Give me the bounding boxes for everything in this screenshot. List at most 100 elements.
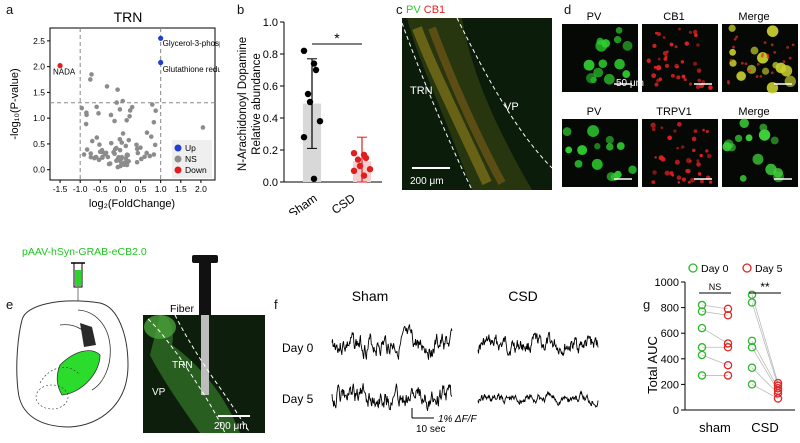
volcano-point-ns bbox=[142, 154, 147, 160]
volcano-point-ns bbox=[123, 143, 129, 149]
c-trn-label: TRN bbox=[410, 85, 433, 97]
bar-ytick: 0.0 bbox=[263, 177, 278, 189]
g-ytick: 0 bbox=[673, 405, 679, 417]
volcano-ytick: 0.5 bbox=[33, 139, 45, 149]
volcano-ytick: 2.5 bbox=[33, 36, 45, 46]
volcano-point-ns bbox=[83, 121, 89, 127]
d-r1-merge: Merge bbox=[738, 11, 769, 23]
volcano-point-ns bbox=[115, 164, 121, 170]
annot-nada: NADA bbox=[53, 67, 76, 76]
volcano-point-ns bbox=[153, 108, 158, 114]
volcano-ytick: 1.0 bbox=[33, 113, 45, 123]
volcano-point-ns bbox=[96, 157, 102, 163]
bar-plot: N-Arachidonoyl Dopamine Relative abundan… bbox=[237, 17, 382, 220]
e-trn-label: TRN bbox=[172, 360, 193, 371]
volcano-xtick: -1.0 bbox=[73, 184, 88, 194]
legend-down: Down bbox=[185, 165, 207, 175]
volcano-point-ns bbox=[84, 147, 90, 152]
volcano-point-ns bbox=[134, 146, 140, 152]
e-vp-label: VP bbox=[152, 387, 166, 398]
volcano-point-up bbox=[158, 35, 164, 41]
g-ylabel: Total AUC bbox=[645, 336, 660, 394]
volcano-point-ns bbox=[134, 159, 140, 165]
f-traces: Sham CSD Day 0 Day 5 10 sec 1% ΔF/F bbox=[282, 288, 599, 435]
volcano-point-ns bbox=[104, 84, 110, 89]
volcano-point-ns bbox=[127, 113, 132, 119]
g-sig-sham: NS bbox=[709, 282, 722, 292]
c-scale: 200 μm bbox=[410, 176, 444, 187]
d-tile-pv-1 bbox=[562, 24, 638, 92]
bar-point-csd bbox=[356, 162, 364, 170]
g-ytick: 200 bbox=[661, 379, 679, 391]
f-day0: Day 0 bbox=[282, 341, 314, 355]
volcano-point-ns bbox=[88, 154, 94, 160]
panel-label-e: e bbox=[6, 297, 14, 312]
g-legend-day0: Day 0 bbox=[701, 263, 729, 275]
legend-up: Up bbox=[185, 143, 196, 153]
volcano-point-ns bbox=[120, 131, 126, 136]
volcano-point-ns bbox=[97, 142, 102, 147]
volcano-ytick: 0.0 bbox=[33, 165, 45, 175]
volcano-point-ns bbox=[88, 151, 94, 156]
legend-ns: NS bbox=[185, 154, 197, 164]
g-ytick: 800 bbox=[661, 303, 679, 315]
d-scale: 50 μm bbox=[616, 78, 644, 89]
g-point-day5-sham bbox=[723, 343, 733, 352]
volcano-point-up bbox=[158, 59, 164, 66]
panel-g: g Total AUC 0 200 400 600 800 1000 Day 0 Day … bbox=[635, 215, 800, 438]
d-tile-cb1 bbox=[642, 24, 718, 92]
g-point-day5-csd bbox=[773, 383, 783, 393]
volcano-point-ns bbox=[114, 145, 119, 151]
bar-ytick: 0.4 bbox=[263, 113, 278, 125]
volcano-point-ns bbox=[152, 142, 158, 148]
volcano-xtick: 0.0 bbox=[115, 184, 127, 194]
g-point-day0-csd bbox=[747, 343, 757, 352]
bar-point-csd bbox=[350, 150, 358, 157]
volcano-point-ns bbox=[151, 119, 157, 125]
g-point-day5-sham bbox=[723, 311, 733, 320]
g-point-day5-csd bbox=[773, 394, 783, 403]
bar-significance: * bbox=[334, 30, 340, 46]
bar-point-csd bbox=[354, 156, 362, 163]
bar-point-csd bbox=[366, 166, 374, 173]
d-micrographs: PV CB1 Merge PV TRPV1 Merge 50 μm bbox=[562, 11, 798, 187]
volcano-ylabel: -log₁₀(P-value) bbox=[9, 68, 21, 139]
panel-label-d: d bbox=[564, 2, 572, 17]
annot-glycerol: Glycerol-3-phosphate bbox=[163, 39, 220, 48]
f-sham-title: Sham bbox=[352, 288, 389, 304]
volcano-point-ns bbox=[144, 130, 150, 135]
g-sig-csd: ** bbox=[760, 280, 770, 294]
g-legend-day5: Day 5 bbox=[755, 263, 783, 275]
g-point-day5-csd bbox=[773, 389, 783, 398]
g-point-day0-csd bbox=[747, 290, 757, 300]
volcano-point-ns bbox=[138, 156, 144, 162]
volcano-point-ns bbox=[107, 161, 113, 166]
g-point-day0-csd bbox=[747, 336, 757, 346]
bar-cat-csd: CSD bbox=[329, 191, 358, 215]
volcano-point-ns bbox=[119, 140, 125, 145]
panel-c: c PV CB1 TRN VP 200 μm bbox=[392, 0, 557, 195]
d-tile-pv-2 bbox=[562, 119, 638, 187]
volcano-point-ns bbox=[121, 162, 127, 167]
volcano-point-ns bbox=[79, 105, 85, 111]
d-tile-trpv1 bbox=[642, 119, 718, 187]
bar-ytick: 0.8 bbox=[263, 49, 278, 61]
volcano-point-ns bbox=[84, 110, 89, 115]
g-legend-day0-marker bbox=[688, 263, 698, 273]
volcano-point-down bbox=[57, 63, 63, 69]
volcano-point-ns bbox=[111, 149, 116, 155]
volcano-ytick: 1.5 bbox=[33, 87, 45, 97]
panel-d: d PV CB1 Merge PV TRPV1 Merge 50 μm bbox=[560, 0, 800, 195]
f-scale-y: 1% ΔF/F bbox=[438, 414, 477, 425]
volcano-point-ns bbox=[112, 118, 117, 124]
volcano-point-ns bbox=[115, 87, 120, 92]
volcano-ytick: 2.0 bbox=[33, 62, 45, 72]
volcano-point-ns bbox=[124, 118, 129, 123]
volcano-point-ns bbox=[151, 152, 157, 157]
g-point-day0-sham bbox=[697, 300, 707, 310]
volcano-point-ns bbox=[102, 151, 108, 157]
bar-ytick: 1.0 bbox=[263, 17, 278, 29]
panel-label-c: c bbox=[396, 2, 403, 17]
c-vp-label: VP bbox=[504, 101, 519, 113]
volcano-point-ns bbox=[134, 142, 139, 148]
